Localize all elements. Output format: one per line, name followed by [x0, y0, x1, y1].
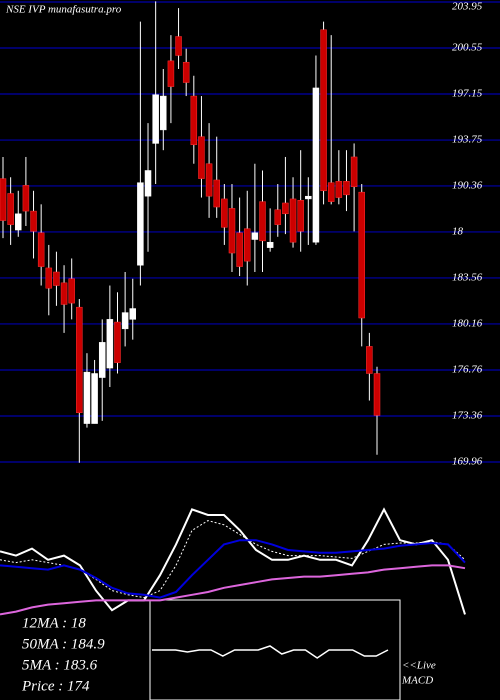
candle-body	[274, 209, 282, 225]
candle-body	[205, 163, 213, 197]
candle-body	[297, 200, 304, 232]
candle-body	[144, 170, 152, 197]
candle-body	[175, 36, 182, 56]
candle-body	[221, 198, 228, 228]
candle-body	[312, 87, 320, 243]
candle-body	[37, 232, 45, 267]
candle-body	[251, 232, 259, 240]
live-label: <<Live	[402, 660, 436, 672]
candle-body	[182, 61, 190, 83]
stat-label: 5MA : 183.6	[22, 657, 98, 673]
candle-body	[129, 308, 137, 320]
candle-body	[15, 213, 22, 231]
macd-label: MACD	[401, 675, 433, 687]
candle-body	[160, 95, 167, 131]
candle-body	[327, 182, 335, 202]
candle-body	[289, 198, 297, 243]
stat-label: 50MA : 184.9	[22, 636, 105, 652]
candle-body	[190, 95, 198, 146]
y-tick-label: 190.36	[452, 179, 483, 191]
stat-label: 12MA : 18	[22, 615, 86, 631]
candle-body	[213, 179, 220, 208]
candle-body	[198, 136, 205, 179]
candle-body	[350, 156, 358, 187]
y-tick-label: 183.56	[452, 271, 483, 283]
candle-body	[358, 191, 365, 319]
candle-body	[343, 181, 350, 196]
y-tick-label: 169.96	[452, 456, 483, 468]
candle-body	[53, 271, 60, 286]
candle-body	[98, 342, 106, 378]
candle-body	[259, 201, 266, 242]
candle-body	[106, 319, 114, 369]
candle-body	[0, 178, 7, 221]
candle-body	[320, 29, 327, 192]
candle-body	[243, 228, 251, 262]
indicator-line	[0, 539, 466, 599]
indicator-line	[0, 507, 466, 615]
candle-body	[152, 94, 159, 144]
candle-body	[305, 195, 312, 200]
candle-body	[76, 306, 83, 413]
candle-body	[60, 282, 68, 305]
candle-body	[137, 182, 144, 266]
candle-body	[7, 193, 14, 225]
y-tick-label: 200.55	[452, 42, 483, 54]
y-tick-label: 173.36	[452, 410, 483, 422]
candle-body	[266, 241, 274, 248]
chart-title: NSE IVP munafasutra.pro	[5, 4, 122, 16]
candle-body	[121, 312, 129, 330]
candle-body	[45, 267, 53, 289]
candle-body	[228, 208, 236, 254]
candle-body	[22, 185, 30, 212]
y-tick-label: 18	[452, 225, 464, 237]
candle-body	[167, 60, 175, 87]
candle-body	[68, 278, 75, 304]
candle-body	[114, 321, 121, 363]
candle-body	[373, 373, 381, 416]
stat-label: Price : 174	[21, 678, 90, 694]
y-tick-label: 197.15	[452, 88, 483, 100]
y-tick-label: 193.75	[452, 134, 483, 146]
candle-body	[236, 232, 243, 267]
y-tick-label: 180.16	[452, 317, 483, 329]
candle-body	[83, 371, 91, 424]
candle-body	[30, 210, 37, 232]
macd-line	[152, 645, 389, 659]
y-tick-label: 203.95	[452, 1, 483, 13]
candle-body	[366, 346, 373, 374]
candle-body	[335, 181, 343, 198]
y-tick-label: 176.76	[452, 364, 483, 376]
indicator-line	[0, 564, 466, 616]
candle-body	[91, 373, 98, 424]
candle-body	[282, 202, 289, 215]
